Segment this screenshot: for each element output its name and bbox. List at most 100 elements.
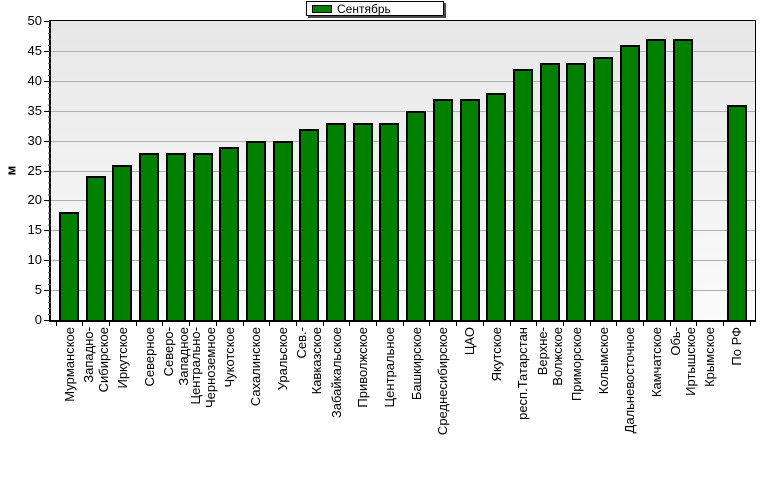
x-tick: [536, 322, 537, 326]
bar[interactable]: [299, 129, 319, 320]
bar[interactable]: [193, 153, 213, 320]
x-tick: [483, 322, 484, 326]
x-tick: [56, 322, 57, 326]
gridline: [51, 141, 755, 142]
x-tick: [323, 322, 324, 326]
x-tick-label: Якутское: [489, 327, 504, 382]
x-tick: [429, 322, 430, 326]
x-tick-label: Забайкальское: [329, 327, 344, 419]
x-tick: [136, 322, 137, 326]
y-tick: [44, 200, 51, 201]
x-tick-label: Верхне- Волжское: [535, 327, 565, 386]
bar[interactable]: [646, 39, 666, 320]
x-tick-label: По РФ: [729, 327, 744, 366]
gridline: [51, 200, 755, 201]
bar[interactable]: [540, 63, 560, 320]
y-tick-label: 15: [27, 222, 42, 237]
x-tick: [216, 322, 217, 326]
x-tick-label: Северо- Западное: [161, 327, 191, 386]
bar[interactable]: [486, 93, 506, 320]
y-tick-label: 10: [27, 252, 42, 267]
x-tick: [349, 322, 350, 326]
bar[interactable]: [379, 123, 399, 320]
bar[interactable]: [460, 99, 480, 320]
x-tick: [723, 322, 724, 326]
y-tick: [44, 320, 51, 321]
y-axis-minor-ticks: [48, 21, 51, 320]
y-tick-label: 40: [27, 73, 42, 88]
y-tick-label: 45: [27, 43, 42, 58]
x-tick-label: Северное: [142, 327, 157, 387]
bar[interactable]: [86, 176, 106, 320]
x-tick: [696, 322, 697, 326]
bar[interactable]: [273, 141, 293, 320]
x-tick: [590, 322, 591, 326]
gridline: [51, 230, 755, 231]
y-tick-label: 20: [27, 192, 42, 207]
y-tick-label: 30: [27, 133, 42, 148]
y-tick: [44, 171, 51, 172]
x-tick-label: Центральное: [382, 327, 397, 408]
x-tick-label: Сахалинское: [248, 327, 263, 407]
bar[interactable]: [326, 123, 346, 320]
bar[interactable]: [673, 39, 693, 320]
y-tick: [44, 111, 51, 112]
x-tick-label: респ.Татарстан: [515, 327, 530, 420]
bar[interactable]: [566, 63, 586, 320]
y-tick: [44, 51, 51, 52]
x-tick: [616, 322, 617, 326]
bar[interactable]: [620, 45, 640, 320]
y-tick-label: 5: [34, 282, 42, 297]
bar[interactable]: [513, 69, 533, 320]
bar[interactable]: [433, 99, 453, 320]
gridline: [51, 51, 755, 52]
x-tick: [296, 322, 297, 326]
x-tick: [269, 322, 270, 326]
x-tick: [510, 322, 511, 326]
x-tick: [750, 322, 751, 326]
gridline: [51, 111, 755, 112]
x-tick: [670, 322, 671, 326]
y-tick-label: 50: [27, 13, 42, 28]
x-tick-label: Обь- Иртышское: [668, 327, 698, 396]
x-tick: [189, 322, 190, 326]
plot-area: [49, 20, 756, 322]
gridline: [51, 260, 755, 261]
y-tick: [44, 230, 51, 231]
y-tick-label: 25: [27, 163, 42, 178]
x-tick-label: Западно- Сибирское: [81, 327, 111, 393]
y-tick: [44, 260, 51, 261]
bar[interactable]: [593, 57, 613, 320]
bar[interactable]: [219, 147, 239, 320]
legend: Сентябрь: [306, 1, 444, 16]
legend-swatch-icon: [312, 4, 332, 13]
y-tick: [44, 141, 51, 142]
y-tick: [44, 81, 51, 82]
x-tick-label: Колымское: [596, 327, 611, 395]
bar[interactable]: [353, 123, 373, 320]
x-tick: [456, 322, 457, 326]
legend-label: Сентябрь: [337, 1, 391, 16]
x-tick: [162, 322, 163, 326]
bar[interactable]: [112, 165, 132, 320]
x-tick: [109, 322, 110, 326]
x-tick: [403, 322, 404, 326]
bar[interactable]: [246, 141, 266, 320]
bar[interactable]: [59, 212, 79, 320]
x-tick: [643, 322, 644, 326]
x-tick-label: Уральское: [275, 327, 290, 391]
y-tick-label: 0: [34, 312, 42, 327]
gridline: [51, 81, 755, 82]
x-tick-label: Дальневосточное: [622, 327, 637, 434]
x-tick-label: Башкирское: [409, 327, 424, 401]
y-tick: [44, 21, 51, 22]
x-tick-label: Камчатское: [649, 327, 664, 398]
bar[interactable]: [166, 153, 186, 320]
x-tick: [563, 322, 564, 326]
bar[interactable]: [139, 153, 159, 320]
bar[interactable]: [406, 111, 426, 320]
gridline: [51, 171, 755, 172]
x-tick-label: Чукотское: [222, 327, 237, 388]
bar[interactable]: [727, 105, 747, 320]
x-tick-label: Иркутское: [115, 327, 130, 389]
